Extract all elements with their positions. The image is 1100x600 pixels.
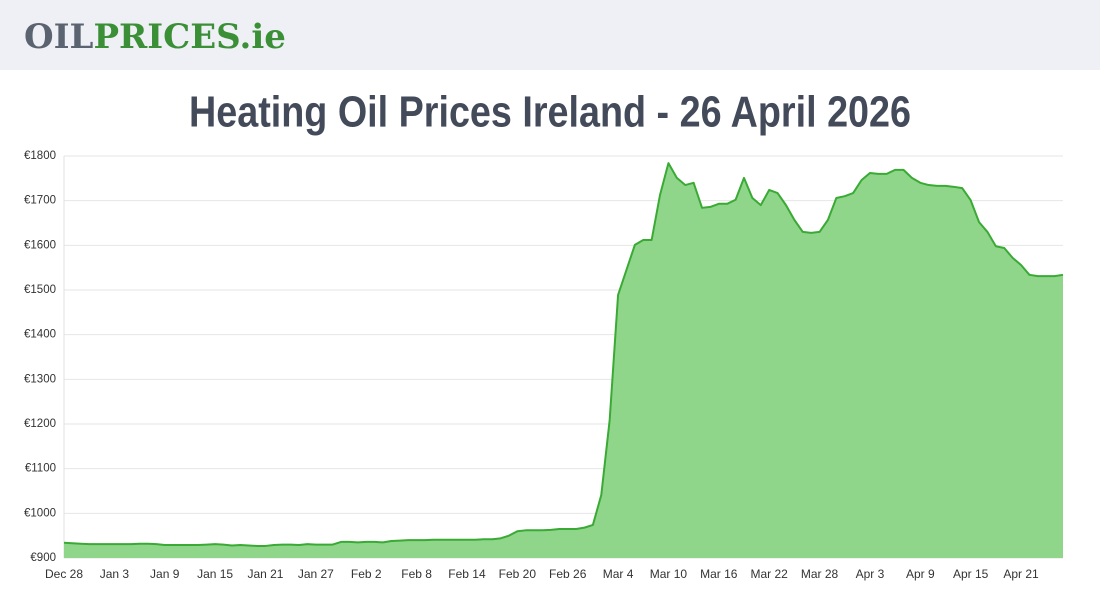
y-tick-label: €900 bbox=[30, 552, 56, 564]
x-tick-label: Apr 9 bbox=[906, 567, 935, 581]
y-tick-label: €1200 bbox=[24, 418, 56, 430]
y-tick-label: €1800 bbox=[24, 150, 56, 162]
y-tick-label: €1600 bbox=[24, 239, 56, 251]
y-tick-label: €1400 bbox=[24, 329, 56, 341]
x-tick-label: Jan 27 bbox=[298, 567, 334, 581]
x-tick-label: Apr 3 bbox=[856, 567, 885, 581]
x-tick-label: Jan 21 bbox=[247, 567, 283, 581]
price-line bbox=[63, 162, 1064, 547]
x-tick-label: Apr 15 bbox=[953, 567, 989, 581]
x-tick-label: Mar 16 bbox=[700, 567, 738, 581]
y-tick-label: €1700 bbox=[24, 195, 56, 207]
x-tick-label: Mar 10 bbox=[650, 567, 688, 581]
x-tick-label: Mar 28 bbox=[801, 567, 839, 581]
y-tick-label: €1300 bbox=[24, 373, 56, 385]
x-tick-label: Apr 21 bbox=[1003, 567, 1039, 581]
logo-part: PRICES.ie bbox=[93, 17, 285, 57]
x-tick-label: Jan 15 bbox=[197, 567, 233, 581]
x-tick-label: Feb 26 bbox=[549, 567, 587, 581]
x-tick-label: Jan 9 bbox=[150, 567, 180, 581]
chart-title: Heating Oil Prices Ireland - 26 April 20… bbox=[189, 88, 911, 137]
logo[interactable]: OILPRICES.ie bbox=[24, 17, 286, 57]
y-tick-label: €1100 bbox=[25, 463, 56, 475]
header-bar bbox=[0, 0, 1100, 70]
x-tick-label: Feb 8 bbox=[401, 567, 432, 581]
x-tick-label: Mar 4 bbox=[603, 567, 634, 581]
x-tick-label: Feb 20 bbox=[499, 567, 537, 581]
logo-part: OIL bbox=[24, 17, 94, 57]
y-tick-label: €1000 bbox=[24, 507, 56, 519]
x-tick-label: Dec 28 bbox=[45, 567, 83, 581]
x-tick-label: Feb 2 bbox=[351, 567, 382, 581]
x-tick-label: Jan 3 bbox=[100, 567, 130, 581]
y-tick-label: €1500 bbox=[24, 284, 56, 296]
x-tick-label: Mar 22 bbox=[750, 567, 788, 581]
area-fill bbox=[64, 163, 1063, 558]
x-tick-label: Feb 14 bbox=[448, 567, 486, 581]
